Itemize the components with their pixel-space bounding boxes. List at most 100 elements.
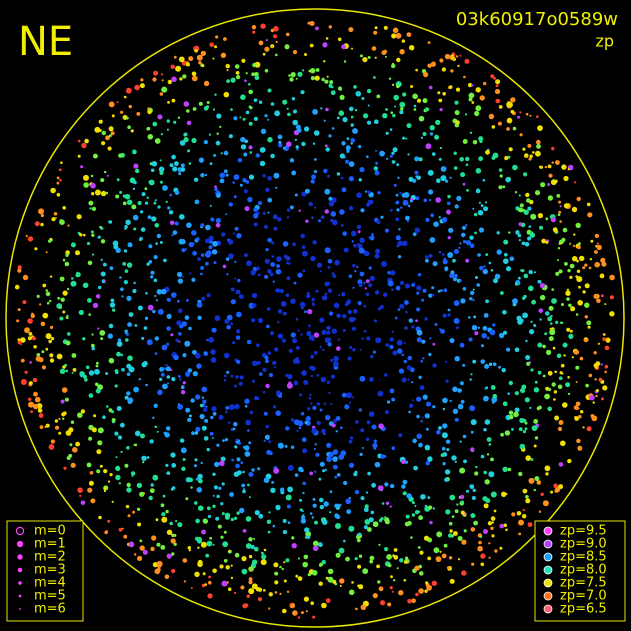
star (559, 220, 562, 223)
star (295, 124, 301, 130)
star (270, 487, 276, 493)
star (360, 428, 365, 433)
star (314, 158, 317, 161)
star (204, 238, 210, 244)
star (313, 332, 320, 338)
star (331, 328, 337, 334)
star (273, 34, 278, 39)
star (296, 148, 299, 151)
star (399, 558, 404, 563)
star (306, 535, 311, 539)
star (162, 367, 166, 371)
star (133, 281, 136, 285)
star (157, 114, 163, 120)
star (418, 515, 423, 521)
star (503, 523, 508, 528)
star (460, 494, 465, 500)
star (395, 285, 401, 291)
star (441, 553, 447, 559)
star (437, 91, 441, 95)
star (209, 536, 213, 540)
star (331, 127, 335, 130)
star (339, 426, 343, 430)
star (239, 116, 242, 119)
star (324, 247, 331, 254)
star (480, 553, 486, 559)
star (96, 469, 101, 474)
star (274, 580, 279, 585)
star (453, 249, 459, 254)
star (290, 298, 296, 304)
star (422, 98, 428, 104)
star (405, 514, 410, 519)
star (371, 424, 377, 430)
star (230, 77, 236, 83)
star (413, 465, 418, 471)
star (515, 230, 520, 235)
star (504, 155, 509, 161)
star (225, 565, 230, 570)
star (416, 433, 422, 439)
star (349, 106, 354, 112)
star (444, 469, 451, 475)
star (328, 196, 333, 201)
star (489, 329, 496, 336)
star (575, 365, 580, 370)
star (51, 337, 55, 341)
zp-symbol (543, 578, 553, 588)
star (166, 119, 170, 123)
star (171, 463, 177, 468)
star (308, 324, 311, 328)
star (247, 196, 253, 203)
star (396, 567, 399, 570)
star (560, 440, 566, 447)
star (363, 281, 366, 284)
star (90, 182, 96, 189)
star (100, 271, 106, 277)
star (407, 355, 413, 361)
star (298, 209, 301, 212)
star (346, 137, 350, 140)
star (88, 200, 94, 206)
star (389, 128, 393, 131)
star (402, 491, 407, 496)
star (287, 521, 291, 524)
star (227, 587, 232, 591)
star (97, 427, 104, 434)
star (300, 306, 304, 310)
star (361, 447, 364, 449)
star (152, 474, 159, 481)
star (577, 245, 581, 250)
star (234, 403, 240, 410)
star (244, 79, 247, 82)
star (469, 378, 472, 381)
star (533, 271, 537, 274)
star (554, 415, 560, 421)
star (531, 425, 538, 431)
star (555, 271, 560, 276)
star (56, 192, 61, 197)
star (76, 214, 82, 220)
star (353, 85, 357, 89)
star (27, 336, 32, 341)
star (369, 235, 375, 241)
star (185, 497, 189, 501)
star (403, 359, 408, 364)
star (171, 486, 176, 490)
star (171, 292, 177, 298)
star (568, 333, 574, 339)
star (427, 169, 434, 176)
star (131, 204, 137, 210)
star (492, 393, 498, 399)
star (233, 422, 238, 427)
star (61, 387, 68, 393)
star (312, 503, 317, 508)
star (346, 149, 350, 153)
star (452, 258, 456, 263)
star (545, 240, 549, 244)
star (155, 242, 158, 245)
star (387, 602, 392, 607)
star (578, 285, 581, 289)
star (103, 489, 106, 493)
star (545, 217, 549, 221)
